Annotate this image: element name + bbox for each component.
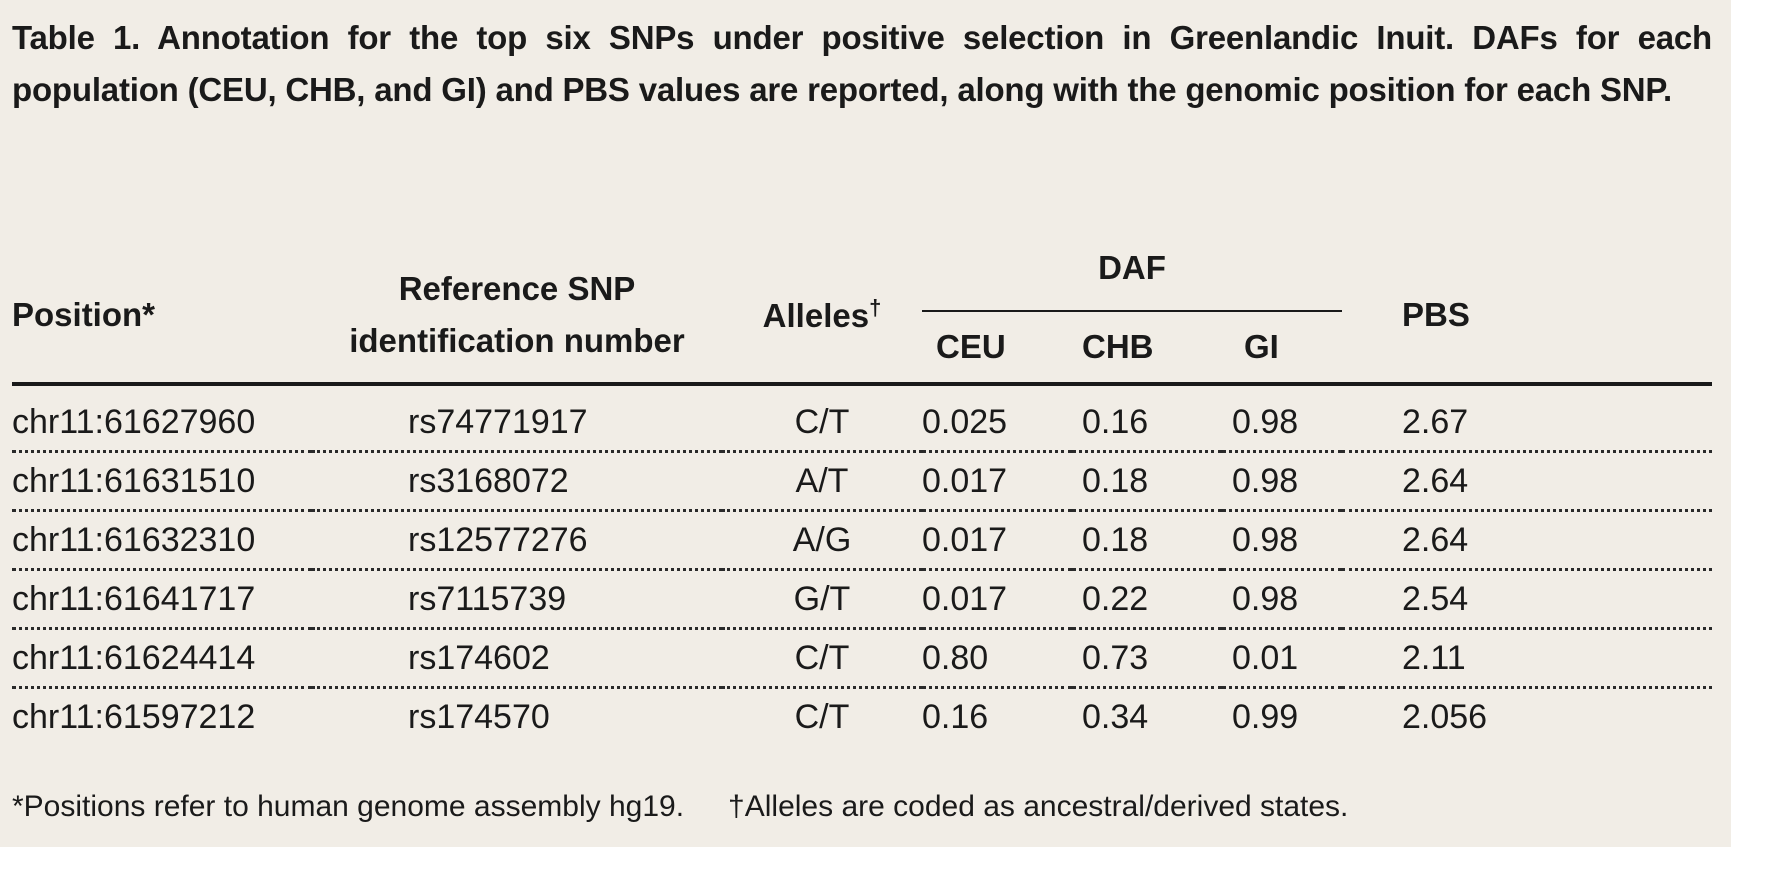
cell-pbs: 2.67 bbox=[1342, 384, 1712, 453]
cell-gi: 0.01 bbox=[1222, 628, 1342, 689]
cell-pbs: 2.64 bbox=[1342, 510, 1712, 571]
cell-snp: rs74771917 bbox=[312, 384, 722, 453]
cell-alleles: A/T bbox=[722, 451, 922, 512]
cell-chb: 0.34 bbox=[1082, 697, 1149, 736]
table-row: chr11:61627960 rs74771917 C/T 0.025 0.16… bbox=[12, 384, 1712, 453]
table-row: chr11:61632310 rs12577276 A/G 0.017 0.18… bbox=[12, 510, 1712, 571]
cell-position: chr11:61627960 bbox=[12, 384, 312, 453]
cell-position: chr11:61631510 bbox=[12, 451, 312, 512]
cell-alleles: G/T bbox=[722, 569, 922, 630]
table-row: chr11:61597212 rs174570 C/T 0.16 0.34 0.… bbox=[12, 688, 1712, 746]
cell-pbs: 2.54 bbox=[1342, 569, 1712, 630]
table-row: chr11:61631510 rs3168072 A/T 0.017 0.18 … bbox=[12, 451, 1712, 512]
header-ref-snp-line2: identification number bbox=[349, 322, 685, 359]
cell-alleles: C/T bbox=[722, 384, 922, 453]
cell-gi: 0.98 bbox=[1222, 569, 1342, 630]
cell-position: chr11:61632310 bbox=[12, 510, 312, 571]
cell-chb: 0.22 bbox=[1072, 569, 1222, 630]
cell-chb: 0.73 bbox=[1072, 628, 1222, 689]
cell-gi: 0.98 bbox=[1222, 510, 1342, 571]
cell-alleles: C/T bbox=[722, 628, 922, 689]
cell-pbs: 2.056 bbox=[1402, 697, 1488, 736]
header-ref-snp-line1: Reference SNP bbox=[398, 270, 636, 307]
cell-gi: 0.99 bbox=[1232, 697, 1299, 736]
cell-snp: rs12577276 bbox=[312, 510, 722, 571]
cell-position: chr11:61597212 bbox=[12, 697, 256, 736]
cell-chb: 0.18 bbox=[1072, 451, 1222, 512]
cell-snp: rs174570 bbox=[408, 697, 550, 736]
header-alleles: Alleles† bbox=[722, 248, 922, 386]
cell-ceu: 0.16 bbox=[922, 697, 989, 736]
table-panel: Table 1. Annotation for the top six SNPs… bbox=[0, 0, 1731, 847]
cell-alleles: C/T bbox=[794, 697, 850, 736]
cell-ceu: 0.025 bbox=[922, 384, 1072, 453]
footnote-positions: *Positions refer to human genome assembl… bbox=[12, 790, 685, 823]
cell-chb: 0.16 bbox=[1072, 384, 1222, 453]
header-alleles-label: Alleles bbox=[762, 297, 870, 334]
header-row-top: Position* Reference SNP identification n… bbox=[12, 248, 1712, 386]
snp-table: Position* Reference SNP identification n… bbox=[12, 248, 1712, 745]
cell-alleles: A/G bbox=[722, 510, 922, 571]
header-alleles-mark: † bbox=[869, 295, 882, 320]
cell-snp: rs7115739 bbox=[312, 569, 722, 630]
cell-gi: 0.98 bbox=[1222, 451, 1342, 512]
cell-ceu: 0.017 bbox=[922, 451, 1072, 512]
table-footnotes: *Positions refer to human genome assembl… bbox=[12, 790, 1712, 824]
cell-ceu: 0.80 bbox=[922, 628, 1072, 689]
header-chb: CHB bbox=[1072, 311, 1222, 386]
cell-pbs: 2.64 bbox=[1342, 451, 1712, 512]
cell-chb: 0.18 bbox=[1072, 510, 1222, 571]
header-daf-label: DAF bbox=[1098, 249, 1166, 286]
header-ref-snp: Reference SNP identification number bbox=[312, 248, 722, 386]
header-row-bottom: CEU CHB GI bbox=[12, 311, 1712, 386]
header-ceu: CEU bbox=[922, 311, 1072, 386]
table-caption: Table 1. Annotation for the top six SNPs… bbox=[12, 19, 1712, 108]
cell-position: chr11:61641717 bbox=[12, 569, 312, 630]
cell-pbs: 2.11 bbox=[1342, 628, 1712, 689]
cell-ceu: 0.017 bbox=[922, 510, 1072, 571]
cell-position: chr11:61624414 bbox=[12, 628, 312, 689]
cell-snp: rs3168072 bbox=[312, 451, 722, 512]
header-position: Position* bbox=[12, 248, 312, 386]
cell-ceu: 0.017 bbox=[922, 569, 1072, 630]
header-daf: DAF bbox=[922, 248, 1342, 312]
header-pbs: PBS bbox=[1342, 248, 1712, 386]
cell-snp: rs174602 bbox=[312, 628, 722, 689]
cell-gi: 0.98 bbox=[1222, 384, 1342, 453]
header-gi: GI bbox=[1222, 311, 1342, 386]
footnote-alleles: †Alleles are coded as ancestral/derived … bbox=[728, 790, 1349, 823]
table-row: chr11:61641717 rs7115739 G/T 0.017 0.22 … bbox=[12, 569, 1712, 630]
table-row: chr11:61624414 rs174602 C/T 0.80 0.73 0.… bbox=[12, 628, 1712, 689]
